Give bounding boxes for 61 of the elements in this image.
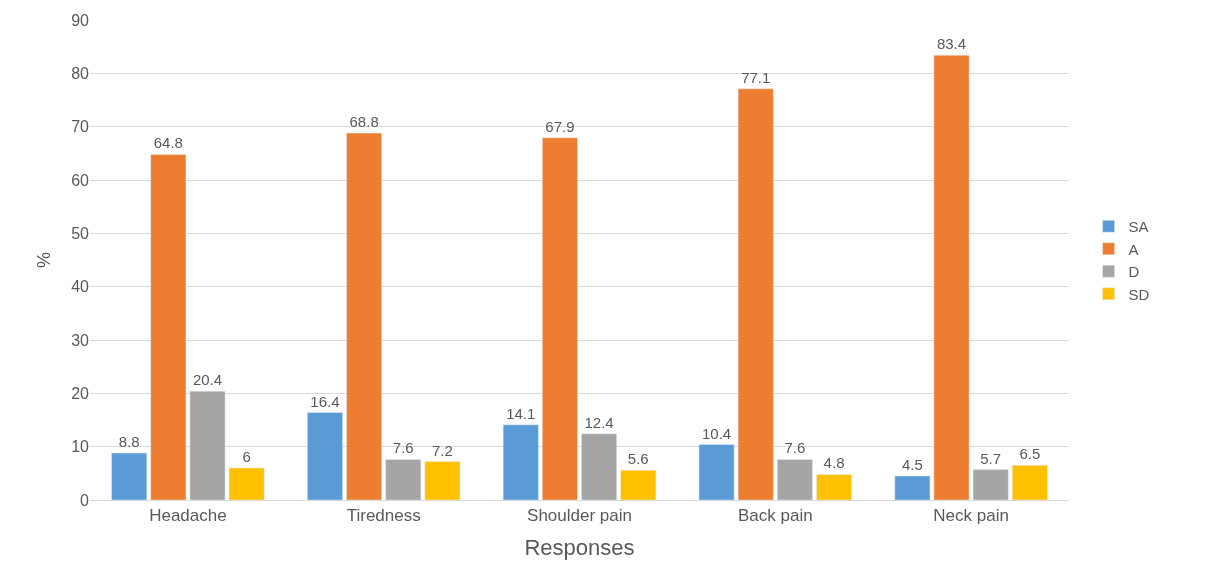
data-label: 68.8: [349, 113, 379, 131]
y-tick-label: 50: [71, 224, 90, 242]
data-label: 4.5: [901, 456, 923, 473]
y-tick-label: 80: [71, 64, 90, 82]
bar: [933, 54, 970, 500]
bar: [385, 459, 422, 500]
legend-label: A: [1128, 240, 1139, 258]
data-label: 83.4: [936, 35, 967, 53]
bar: [424, 461, 461, 500]
data-label: 7.2: [432, 441, 453, 459]
y-tick-label: 40: [71, 278, 90, 296]
bar: [307, 412, 343, 500]
y-tick-label: 70: [71, 118, 90, 136]
y-tick-label: 30: [71, 331, 90, 349]
y-tick-label: 10: [71, 438, 90, 456]
data-label: 5.7: [980, 449, 1002, 467]
data-label: 4.8: [823, 454, 845, 472]
bar: [777, 459, 813, 500]
bar: [972, 469, 1009, 500]
y-tick-label: 60: [71, 171, 90, 189]
data-label: 64.8: [153, 134, 183, 152]
data-label: 6.5: [1019, 445, 1041, 463]
bar: [346, 132, 382, 500]
data-label: 14.1: [506, 404, 536, 422]
legend-label: SD: [1128, 285, 1150, 303]
legend-label: D: [1128, 263, 1140, 281]
bar: [737, 88, 774, 500]
bar: [150, 154, 187, 500]
x-axis-title: Responses: [524, 535, 635, 561]
bar: [1011, 465, 1048, 500]
bar: [620, 469, 657, 500]
bar: [502, 424, 539, 500]
bar: [698, 444, 735, 500]
legend-label: SA: [1128, 218, 1149, 236]
data-label: 20.4: [192, 371, 223, 389]
bar: [542, 137, 578, 500]
x-tick-label: Back pain: [737, 506, 813, 526]
y-tick-label: 20: [71, 384, 90, 402]
data-label: 16.4: [310, 392, 340, 410]
x-tick-label: Headache: [149, 506, 227, 526]
bar: [189, 390, 226, 500]
x-tick-label: Tiredness: [346, 506, 421, 526]
x-tick-label: Neck pain: [933, 506, 1009, 526]
data-label: 5.6: [627, 450, 649, 468]
data-label: 8.8: [118, 433, 140, 451]
y-tick-label: 90: [71, 11, 90, 29]
y-tick-label: 0: [80, 491, 90, 509]
data-label: 10.4: [701, 424, 732, 442]
bar: [894, 475, 931, 500]
bar: [581, 433, 617, 500]
data-label: 67.9: [545, 117, 575, 135]
y-axis-title: %: [34, 251, 55, 269]
bar: [111, 452, 148, 500]
x-tick-label: Shoulder pain: [527, 506, 632, 526]
bar: [228, 467, 265, 500]
data-label: 77.1: [741, 68, 771, 86]
data-label: 7.6: [784, 439, 806, 457]
data-label: 7.6: [392, 439, 414, 457]
data-label: 6: [242, 448, 251, 465]
data-label: 12.4: [584, 413, 614, 431]
bar: [816, 474, 852, 500]
